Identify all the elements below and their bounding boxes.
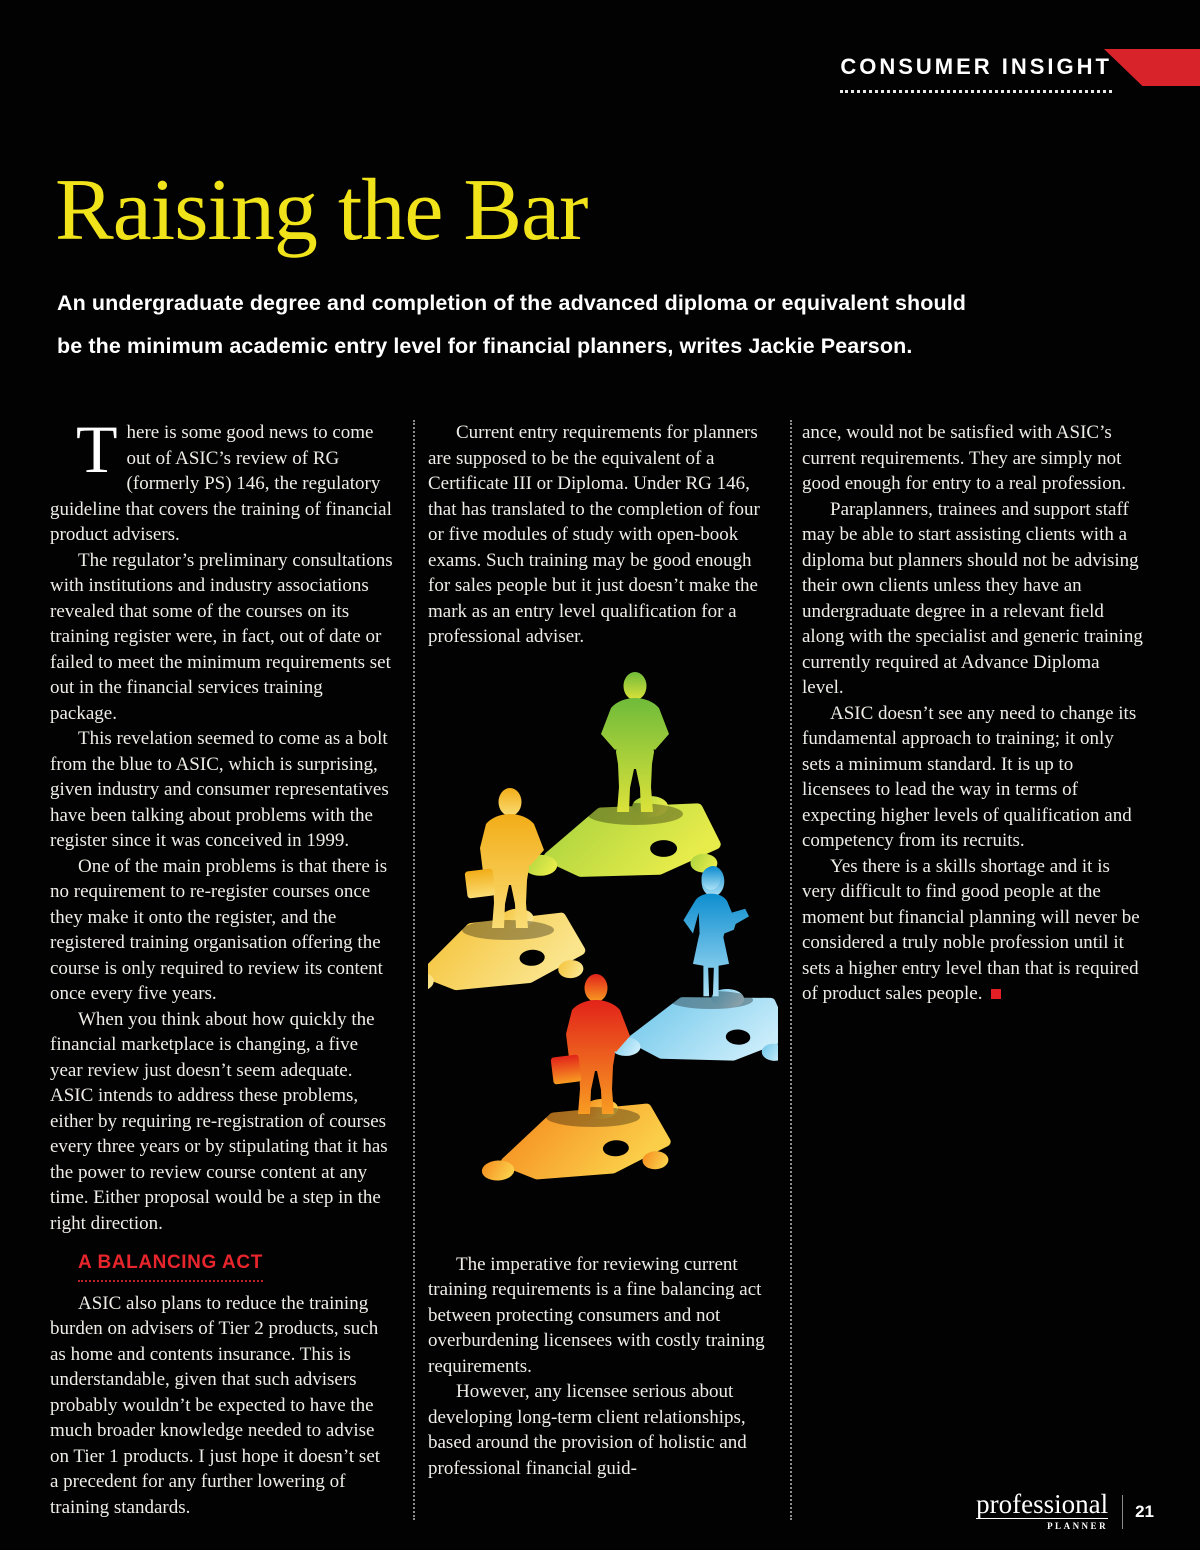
magazine-logo: professional PLANNER bbox=[976, 1489, 1109, 1531]
article-end-mark bbox=[991, 989, 1002, 999]
magazine-logo-sub: PLANNER bbox=[1047, 1521, 1109, 1531]
footer-divider bbox=[1122, 1494, 1124, 1529]
figure-businessman-gold bbox=[428, 787, 584, 993]
column-3: ance, would not be satisfied with ASIC’s… bbox=[790, 420, 1145, 1520]
figure-businesswoman-blue bbox=[609, 865, 778, 1064]
paragraph: The imperative for reviewing current tra… bbox=[428, 1253, 765, 1377]
puzzle-people-illustration bbox=[428, 671, 778, 1244]
figure-businessman-green bbox=[524, 671, 718, 876]
column-2: Current entry requirements for planners … bbox=[413, 420, 790, 1520]
paragraph-text: Yes there is a skills shortage and it is… bbox=[802, 855, 1140, 1005]
red-flag-graphic bbox=[1104, 49, 1200, 86]
paragraph: ASIC also plans to reduce the training b… bbox=[50, 1292, 381, 1518]
page-number: 21 bbox=[1135, 1501, 1154, 1521]
paragraph: Current entry requirements for planners … bbox=[428, 422, 760, 647]
paragraph: This revelation seemed to come as a bolt… bbox=[50, 728, 389, 851]
drop-cap: T bbox=[76, 411, 118, 487]
paragraph: ASIC doesn’t see any need to change its … bbox=[802, 702, 1137, 852]
paragraph: When you think about how quickly the fin… bbox=[50, 1008, 388, 1234]
paragraph: However, any licensee serious about deve… bbox=[428, 1381, 747, 1479]
standfirst: An undergraduate degree and completion o… bbox=[57, 291, 967, 358]
page-title: Raising the Bar bbox=[55, 162, 588, 259]
magazine-logo-main: professional bbox=[976, 1489, 1109, 1519]
footer: professional PLANNER 21 bbox=[976, 1489, 1154, 1531]
paragraph: One of the main problems is that there i… bbox=[50, 855, 388, 1005]
figure-businessman-red bbox=[478, 973, 669, 1181]
section-header: CONSUMER INSIGHT bbox=[840, 54, 1112, 93]
paragraph: Paraplanners, trainees and support staff… bbox=[802, 498, 1143, 699]
paragraph-text: here is some good news to come out of AS… bbox=[50, 422, 392, 545]
section-subheading-label: A BALANCING ACT bbox=[78, 1250, 263, 1282]
paragraph: Yes there is a skills shortage and it is… bbox=[802, 854, 1145, 1007]
paragraph: ance, would not be satisfied with ASIC’s… bbox=[802, 422, 1126, 494]
section-subheading: A BALANCING ACT bbox=[78, 1250, 393, 1282]
paragraph: The regulator’s preliminary consultation… bbox=[50, 549, 393, 724]
